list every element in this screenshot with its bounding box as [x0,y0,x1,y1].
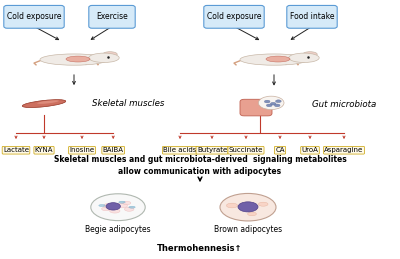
Text: Bile acids: Bile acids [163,147,197,153]
Text: Cold exposure: Cold exposure [7,12,61,21]
Text: UroA: UroA [302,147,318,153]
Text: Brown adipocytes: Brown adipocytes [214,226,282,234]
Ellipse shape [99,205,105,206]
Ellipse shape [103,52,117,57]
Text: CA: CA [275,147,285,153]
Ellipse shape [240,54,308,65]
Ellipse shape [110,209,120,213]
Ellipse shape [129,206,135,208]
Ellipse shape [37,100,59,104]
Ellipse shape [258,202,268,206]
Ellipse shape [266,56,290,62]
Ellipse shape [274,104,280,107]
Ellipse shape [276,100,281,103]
Text: Food intake: Food intake [290,12,334,21]
Text: Exercise: Exercise [96,12,128,21]
Ellipse shape [40,54,108,65]
Text: Lactate: Lactate [3,147,29,153]
Ellipse shape [119,201,125,203]
Ellipse shape [116,203,128,208]
Text: Inosine: Inosine [70,147,94,153]
Ellipse shape [248,212,256,216]
Ellipse shape [264,100,270,103]
Text: Skeletal muscles: Skeletal muscles [92,99,164,108]
Ellipse shape [124,207,134,211]
Ellipse shape [22,100,66,107]
Ellipse shape [106,203,120,210]
FancyBboxPatch shape [4,5,64,28]
FancyBboxPatch shape [287,5,337,28]
FancyBboxPatch shape [89,5,135,28]
Text: Skeletal muscles and gut microbiota-derived  signaling metabolites
allow communi: Skeletal muscles and gut microbiota-deri… [54,155,346,176]
Text: Succinate: Succinate [229,147,263,153]
Text: Butyrate: Butyrate [197,147,227,153]
FancyBboxPatch shape [240,99,272,116]
Ellipse shape [104,203,116,208]
FancyBboxPatch shape [204,5,264,28]
Text: Gut microbiota: Gut microbiota [312,100,376,109]
Ellipse shape [22,100,66,107]
Text: Thermohennesis↑: Thermohennesis↑ [157,244,243,253]
Ellipse shape [91,194,145,221]
Ellipse shape [102,207,110,211]
Text: Asparagine: Asparagine [324,147,364,153]
Ellipse shape [266,104,272,107]
Ellipse shape [289,53,319,62]
Ellipse shape [226,203,238,208]
Text: BAIBA: BAIBA [103,147,124,153]
Ellipse shape [270,102,276,105]
Text: Begie adipocytes: Begie adipocytes [85,226,151,234]
Ellipse shape [238,202,258,212]
Text: KYNA: KYNA [35,147,53,153]
Ellipse shape [89,53,119,62]
Ellipse shape [220,193,276,221]
Ellipse shape [303,52,317,57]
Text: Cold exposure: Cold exposure [207,12,261,21]
Ellipse shape [123,201,131,205]
Ellipse shape [66,56,90,62]
Ellipse shape [258,96,284,110]
